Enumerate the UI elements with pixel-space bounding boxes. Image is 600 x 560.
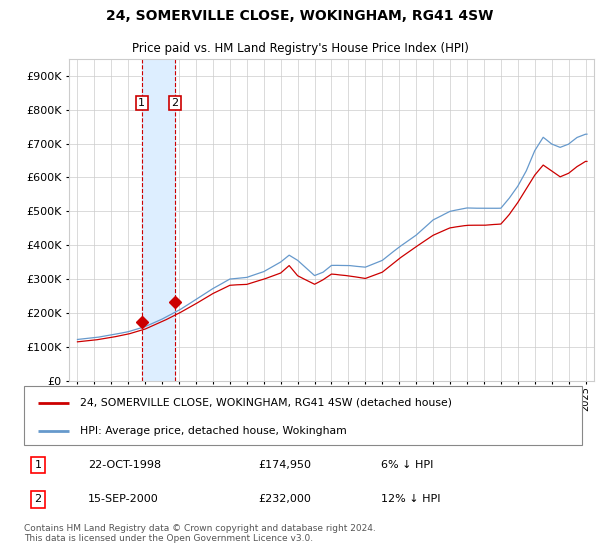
Text: Contains HM Land Registry data © Crown copyright and database right 2024.
This d: Contains HM Land Registry data © Crown c… [24,524,376,543]
Text: 2: 2 [34,494,41,505]
Text: 22-OCT-1998: 22-OCT-1998 [88,460,161,470]
Text: 24, SOMERVILLE CLOSE, WOKINGHAM, RG41 4SW: 24, SOMERVILLE CLOSE, WOKINGHAM, RG41 4S… [106,9,494,23]
Text: 15-SEP-2000: 15-SEP-2000 [88,494,159,505]
Text: HPI: Average price, detached house, Wokingham: HPI: Average price, detached house, Woki… [80,426,347,436]
Text: Price paid vs. HM Land Registry's House Price Index (HPI): Price paid vs. HM Land Registry's House … [131,43,469,55]
Bar [142,59,175,381]
FancyBboxPatch shape [24,386,582,445]
Text: 12% ↓ HPI: 12% ↓ HPI [381,494,440,505]
Text: 1: 1 [139,98,145,108]
Text: £174,950: £174,950 [259,460,311,470]
Text: 1: 1 [34,460,41,470]
Text: 6% ↓ HPI: 6% ↓ HPI [381,460,433,470]
Text: £232,000: £232,000 [259,494,311,505]
Text: 2: 2 [171,98,178,108]
Text: 24, SOMERVILLE CLOSE, WOKINGHAM, RG41 4SW (detached house): 24, SOMERVILLE CLOSE, WOKINGHAM, RG41 4S… [80,398,452,408]
